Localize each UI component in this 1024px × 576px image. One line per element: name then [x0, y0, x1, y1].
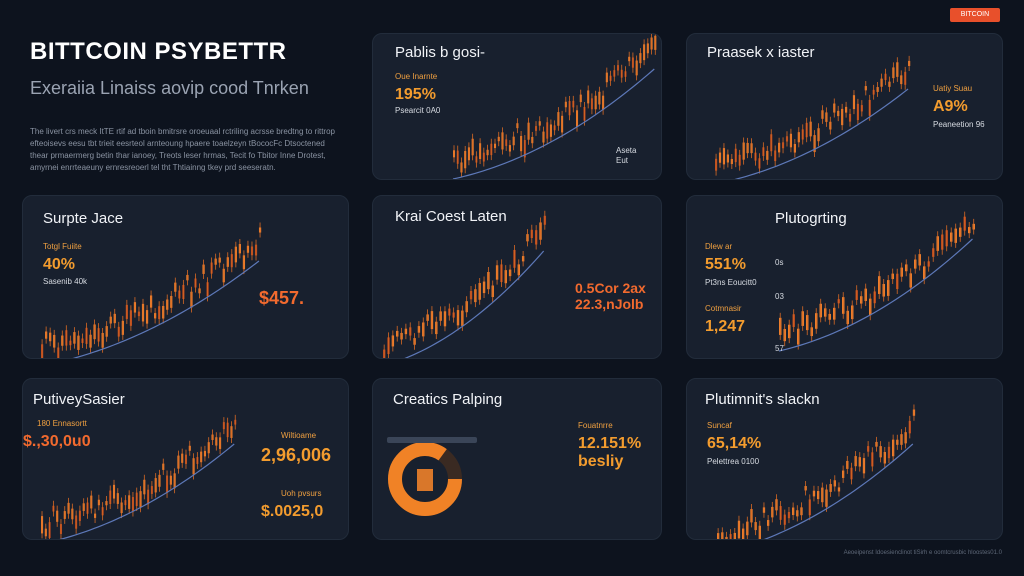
card-low-value: $.0025,0 [261, 503, 324, 520]
card-mid-label: Wiltioame [281, 431, 317, 440]
candlestick-chart [383, 210, 547, 358]
card-value: 551% [705, 256, 746, 273]
chart-card-1[interactable]: Pablis b gosi- Oue Inarnte 195% Psearcit… [372, 33, 662, 180]
card-title: Creatics Palping [393, 391, 503, 408]
chart-card-8[interactable]: Plutimnit's slackn Suncaf 65,14% Pelettr… [686, 378, 1003, 540]
donut-chart [387, 437, 477, 516]
card-title: Plutimnit's slackn [705, 391, 820, 408]
candlestick-chart [41, 222, 262, 358]
trend-line [734, 88, 909, 179]
candlestick-chart [452, 34, 657, 179]
card-value: 12.151% [578, 435, 642, 452]
card-subvalue: Sasenib 40k [43, 277, 88, 286]
card-big-value: $457. [259, 288, 305, 308]
card-title: Pablis b gosi- [395, 44, 486, 61]
card-value: A9% [933, 98, 968, 115]
card-value: 65,14% [707, 435, 762, 452]
trend-line [763, 443, 914, 539]
card-title: Praasek x iaster [707, 44, 815, 61]
card-label: Oue Inarnte [395, 72, 438, 81]
card-value: 40% [43, 256, 76, 273]
card-value: $.,30,0u0 [23, 433, 91, 450]
trend-line [404, 250, 545, 358]
trend-line [778, 238, 973, 352]
footnote: Aeoeipenst Idoesienclinot tiSirh e oomtc… [843, 550, 1002, 556]
axis-tick: 57 [775, 344, 784, 353]
candlestick-chart [717, 404, 916, 539]
card-subvalue: Peaneetion 96 [933, 120, 985, 129]
chart-card-7[interactable]: Creatics Palping Fouatnrre 12.151% besli… [372, 378, 662, 540]
chart-card-6[interactable]: PutiveySasier 180 Ennasortt $.,30,0u0 Wi… [22, 378, 349, 540]
card-title: Surpte Jace [43, 210, 124, 227]
legend-label-2: Eut [616, 156, 629, 165]
card-label: Fouatnrre [578, 421, 613, 430]
card-value: 195% [395, 86, 436, 103]
card-title: Plutogrting [775, 210, 847, 227]
donut-arc [388, 442, 462, 516]
card-title: PutiveySasier [33, 391, 125, 408]
candlestick-chart [778, 211, 975, 352]
axis-tick: 03 [775, 292, 784, 301]
card-value-2: 1,247 [705, 318, 746, 335]
card-label: Suncaf [707, 421, 732, 430]
card-title: Krai Coest Laten [395, 208, 507, 225]
chart-card-4[interactable]: Krai Coest Laten 0.5Cor 2ax 22.3,nJolb [372, 195, 662, 359]
axis-tick: 0s [775, 258, 784, 267]
card-label-2: Cotmnasir [705, 304, 742, 313]
hero-description: The livert crs meck ItTE rtif ad tboin b… [30, 127, 335, 172]
top-badge[interactable]: BITCOIN [950, 8, 1000, 22]
legend-label-1: Aseta [616, 146, 637, 155]
card-label: 180 Ennasortt [37, 419, 87, 428]
chart-card-5[interactable]: Plutogrting Dlew ar 551% Pt3ns Eoucitt0 … [686, 195, 1003, 359]
card-big-value: 0.5Cor 2ax [575, 280, 646, 296]
trend-line [59, 443, 235, 539]
card-label: Uatiy Suau [933, 84, 973, 93]
card-label: Totgl Fuiite [43, 242, 82, 251]
card-mid-value: 2,96,006 [261, 445, 332, 465]
donut-center-icon [417, 469, 433, 491]
card-label: Dlew ar [705, 242, 733, 251]
card-subvalue: Pelettrea 0100 [707, 457, 760, 466]
chart-card-3[interactable]: Surpte Jace Totgl Fuiite 40% Sasenib 40k… [22, 195, 349, 359]
candlestick-chart [41, 414, 237, 539]
trend-line [72, 260, 260, 358]
trend-line [452, 68, 655, 179]
card-big-value-2: 22.3,nJolb [575, 296, 644, 312]
card-value-2: besliy [578, 453, 624, 470]
card-subvalue: Psearcit 0A0 [395, 106, 441, 115]
card-low-label: Uoh pvsurs [281, 489, 322, 498]
card-subvalue: Pt3ns Eoucitt0 [705, 278, 757, 287]
hero-title: BITTCOIN PSYBETTR [30, 38, 287, 65]
chart-card-2[interactable]: Praasek x iaster Uatiy Suau A9% Peaneeti… [686, 33, 1003, 180]
candlestick-chart [715, 55, 911, 179]
hero-subtitle: Exeraiia Linaiss aovip cood Tnrken [30, 78, 309, 98]
